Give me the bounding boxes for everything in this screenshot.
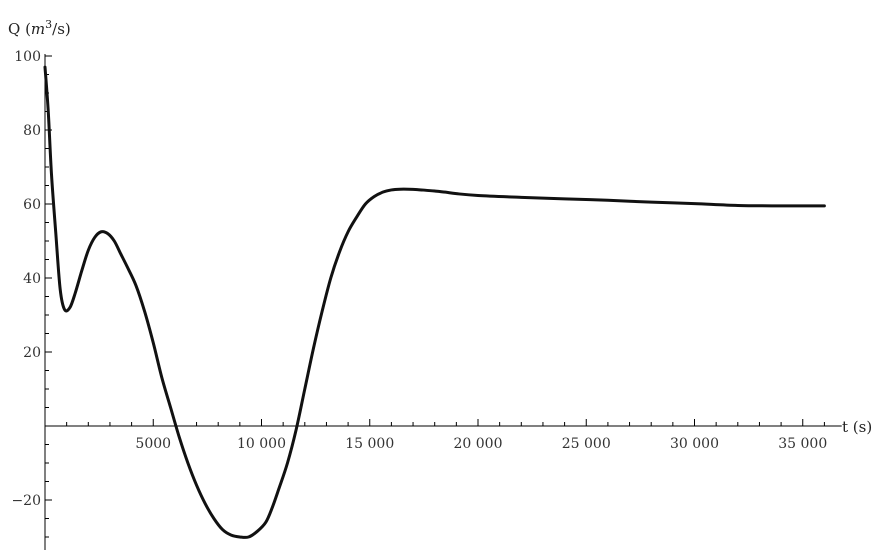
y-tick-label: 80 xyxy=(23,123,41,139)
x-tick-label: 30 000 xyxy=(670,436,719,452)
y-tick-label: 20 xyxy=(23,345,41,361)
x-ticks: 5000 10 000 15 000 20 000 25 000 30 000 35 000 xyxy=(66,419,827,452)
x-tick-label: 5000 xyxy=(135,436,171,452)
y-axis: Q (m3/s) −20 20 40 60 80 100 xyxy=(8,18,71,550)
x-axis: t (s) 5000 10 000 15 000 20 000 25 000 30 000… xyxy=(45,418,872,452)
x-axis-title: t (s) xyxy=(842,418,872,436)
x-tick-label: 20 000 xyxy=(454,436,503,452)
series-line-0 xyxy=(43,65,826,539)
x-tick-label: 10 000 xyxy=(237,436,286,452)
y-tick-label: 100 xyxy=(14,49,41,65)
y-tick-label: −20 xyxy=(11,493,41,509)
y-axis-title-prefix: Q ( xyxy=(8,20,31,38)
y-axis-title-unit: m xyxy=(31,20,45,38)
x-tick-label: 35 000 xyxy=(778,436,827,452)
y-tick-label: 40 xyxy=(23,271,41,287)
x-tick-label: 25 000 xyxy=(562,436,611,452)
y-ticks: −20 20 40 60 80 100 xyxy=(11,49,52,538)
y-axis-title-suffix: /s) xyxy=(52,20,71,38)
x-tick-label: 15 000 xyxy=(345,436,394,452)
y-axis-title-exponent: 3 xyxy=(45,18,52,31)
y-axis-title: Q (m3/s) xyxy=(8,18,71,38)
y-tick-label: 60 xyxy=(23,197,41,213)
series-group xyxy=(43,65,826,539)
